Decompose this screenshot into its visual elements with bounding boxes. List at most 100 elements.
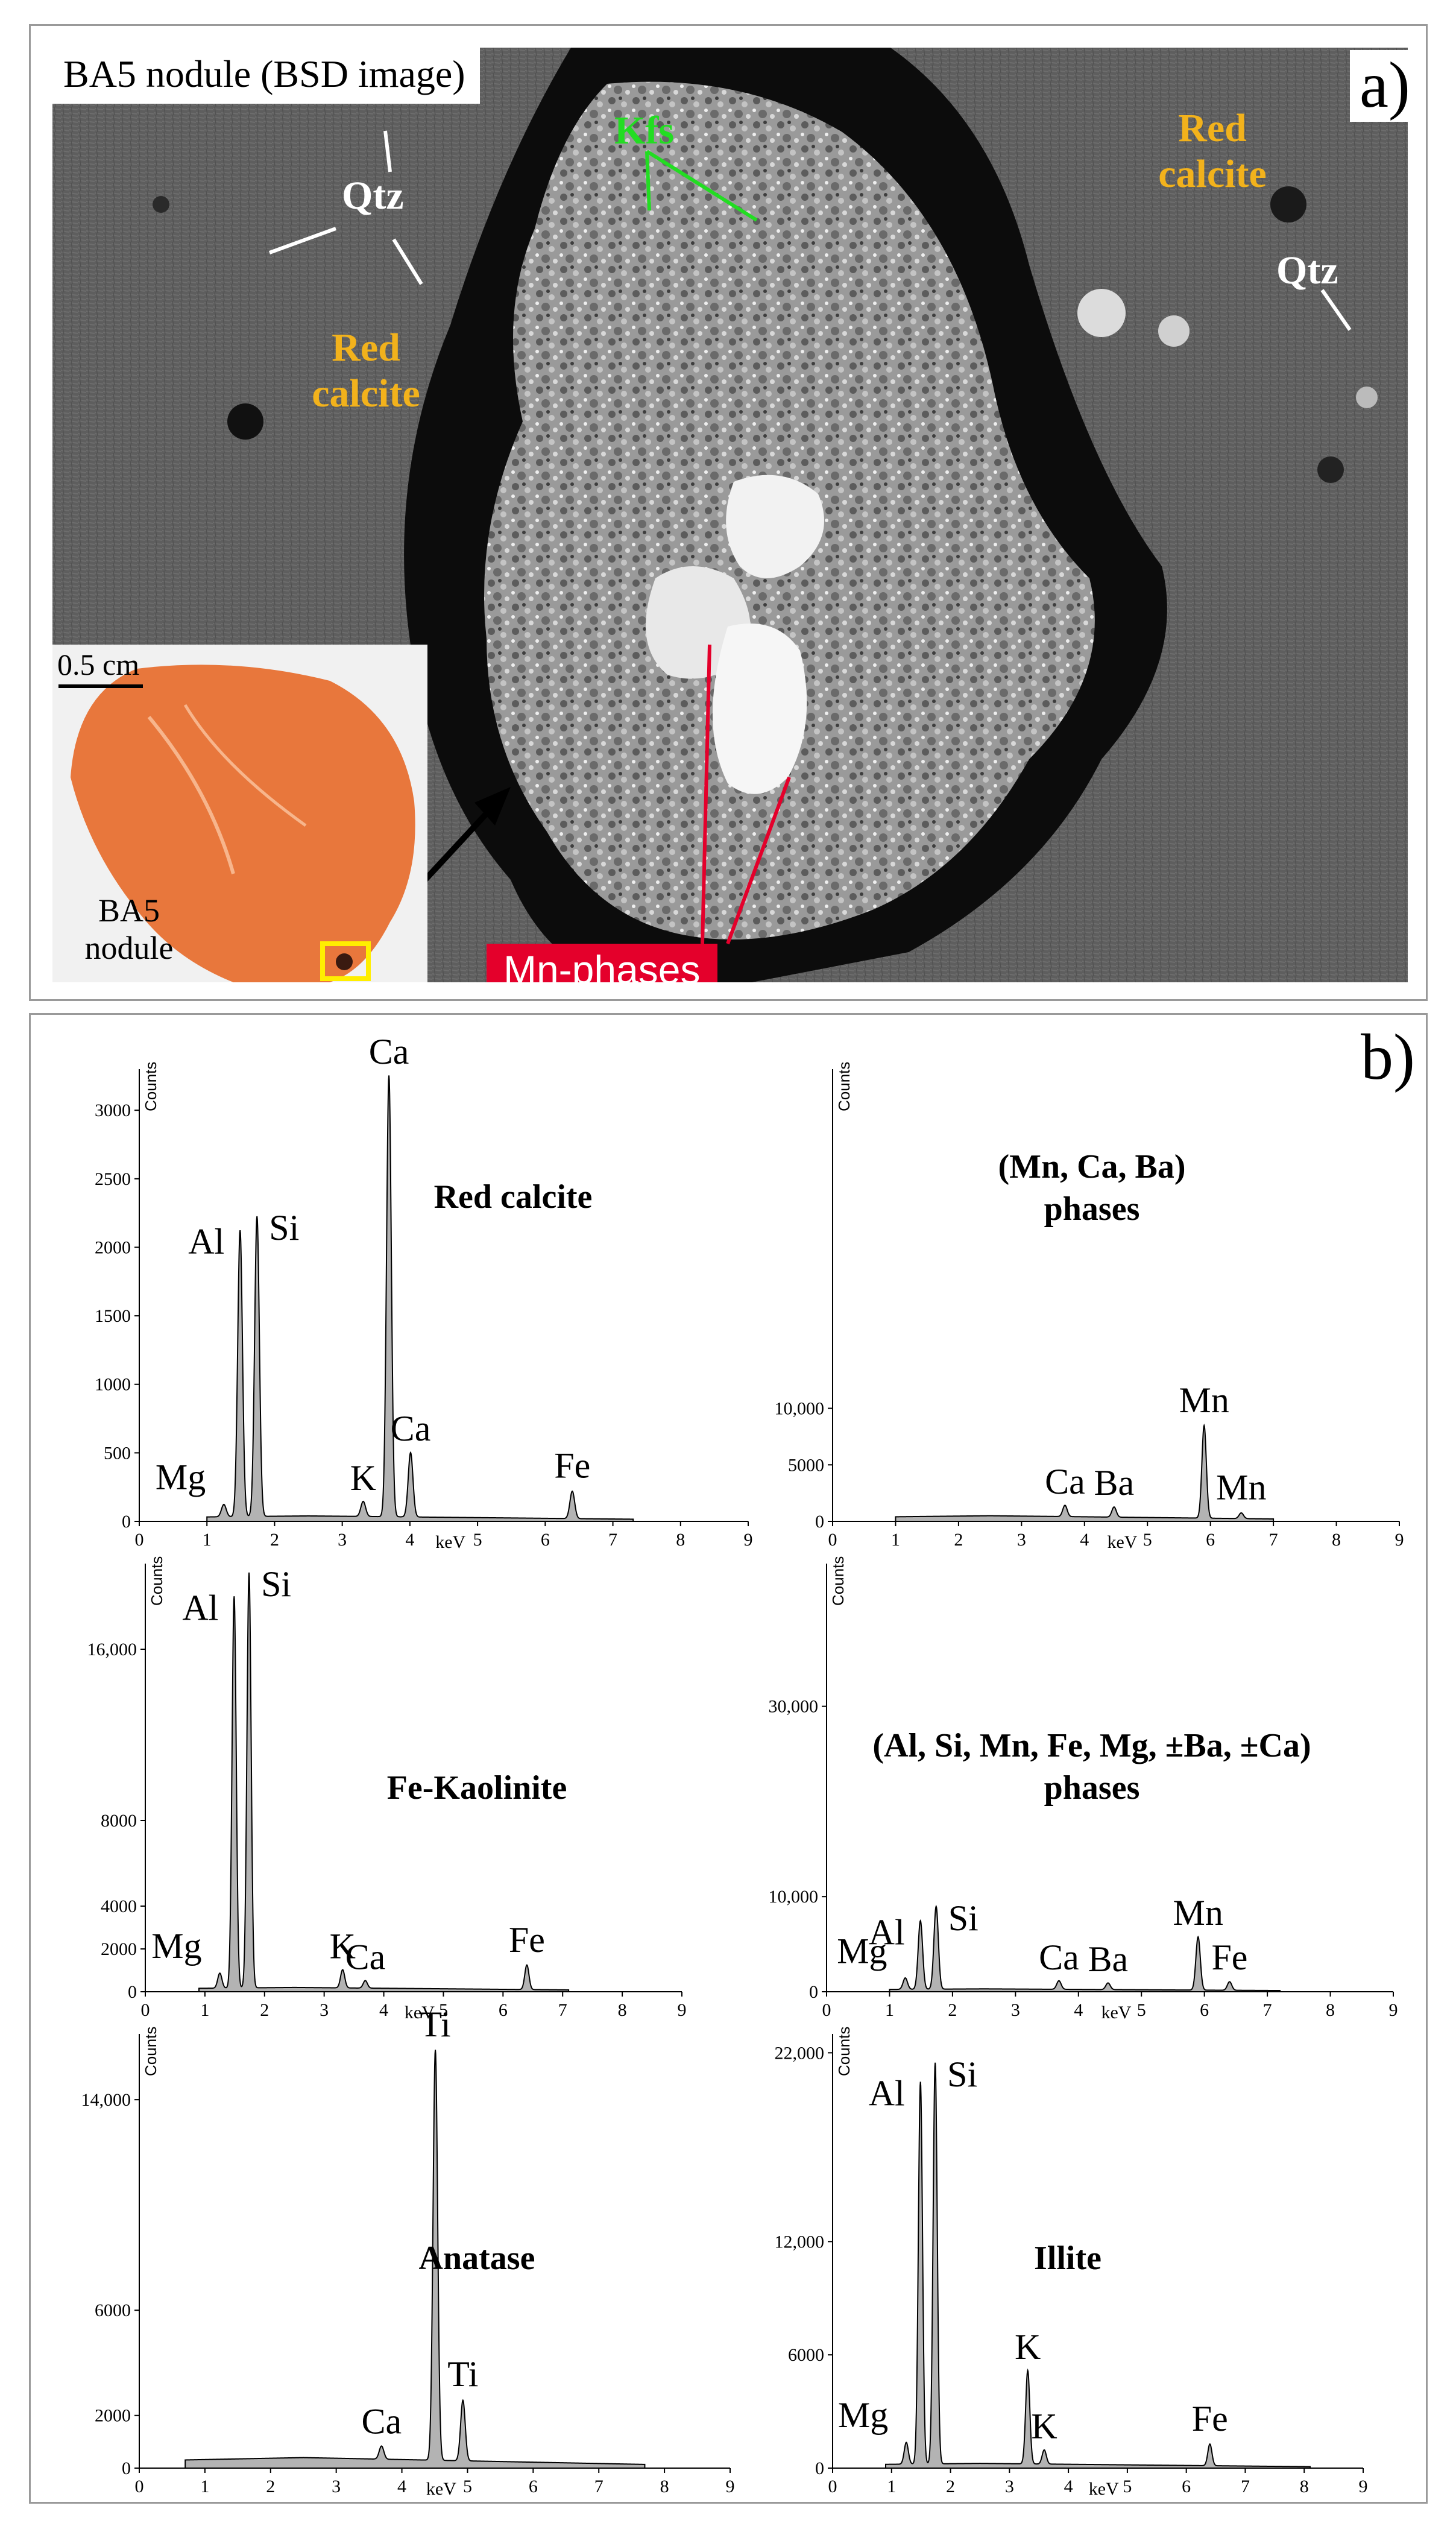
spectrum-svg: 0 1 2 3 4 5 6 7 8 9 keV 0 6000 12,000 22,000 Counts Mg Al…: [775, 2027, 1368, 2499]
peak-label: K: [1031, 2407, 1057, 2446]
peak-label: Al: [182, 1588, 218, 1628]
peak-label: K: [330, 1927, 356, 1966]
y-tick-label: 500: [104, 1443, 131, 1463]
spectrum-illite: 0 1 2 3 4 5 6 7 8 9 keV 0 6000 12,000 22,000 Counts Mg Al…: [754, 2016, 1429, 2499]
qtz-pointer: [392, 238, 423, 285]
y-axis-label: Counts: [142, 1062, 160, 1111]
spectrum-area: [184, 2050, 646, 2469]
y-tick-label: 2000: [95, 1237, 131, 1257]
x-tick-label: 7: [1263, 2000, 1272, 2020]
x-axis-label: keV: [405, 2003, 435, 2022]
y-tick-label: 2000: [95, 2406, 131, 2426]
x-tick-label: 1: [887, 2477, 896, 2496]
peak-label: Si: [947, 2054, 977, 2094]
x-tick-label: 9: [1389, 2000, 1398, 2020]
peak-label: Mg: [838, 2395, 888, 2435]
x-tick-label: 5: [1123, 2477, 1132, 2496]
y-tick-label: 10,000: [775, 1399, 825, 1419]
peak-label: Mn: [1216, 1467, 1266, 1507]
peak-label: Mg: [837, 1931, 887, 1971]
spectrum-area: [198, 1572, 570, 1992]
qtz-pointer: [383, 130, 392, 172]
x-tick-label: 3: [320, 2000, 329, 2020]
x-tick-label: 3: [1011, 2000, 1020, 2020]
spectrum-svg: 0 1 2 3 4 5 6 7 8 9 keV 0 2000 4000 8000 16,000 Counts Mg…: [87, 1556, 687, 2022]
x-tick-label: 0: [141, 2000, 150, 2020]
spectrum-area: [206, 1075, 634, 1522]
peak-label: Mn: [1179, 1380, 1229, 1420]
x-tick-label: 2: [266, 2477, 275, 2496]
x-tick-label: 3: [332, 2477, 341, 2496]
peak-label: Ca: [369, 1032, 409, 1072]
x-tick-label: 6: [529, 2477, 538, 2496]
mineral-name: phases: [1044, 1769, 1140, 1807]
x-tick-label: 5: [473, 1530, 482, 1550]
qtz-pointer: [1320, 289, 1352, 331]
y-tick-label: 2500: [95, 1169, 131, 1189]
nodule-photo-inset: 0.5 cm BA5 nodule: [52, 645, 427, 982]
x-tick-label: 6: [1182, 2477, 1191, 2496]
mineral-name: Red calcite: [434, 1178, 593, 1216]
scale-bar: [58, 684, 143, 688]
kfs-pointer: [645, 151, 651, 211]
x-tick-label: 6: [1200, 2000, 1209, 2020]
x-tick-label: 7: [1269, 1530, 1278, 1550]
peak-label: Fe: [1211, 1937, 1247, 1977]
x-tick-label: 7: [608, 1530, 617, 1550]
x-tick-label: 5: [439, 2000, 448, 2020]
bsd-title: BA5 nodule (BSD image): [52, 48, 480, 104]
peak-label: Ba: [1088, 1939, 1129, 1979]
peak-label: Mg: [156, 1457, 206, 1497]
y-tick-label: 0: [809, 1982, 818, 2002]
peak-label: Ca: [361, 2402, 402, 2442]
nodule-photo: [52, 645, 427, 982]
spectrum-area: [895, 1423, 1275, 1522]
inset-arrowhead: [474, 787, 511, 826]
y-tick-label: 6000: [95, 2300, 131, 2320]
x-tick-label: 2: [946, 2477, 955, 2496]
peak-label: Ba: [1094, 1463, 1135, 1503]
x-tick-label: 1: [891, 1530, 900, 1550]
x-tick-label: 7: [1241, 2477, 1250, 2496]
x-tick-label: 4: [1064, 2477, 1073, 2496]
x-axis-label: keV: [1101, 2003, 1131, 2022]
x-tick-label: 2: [948, 2000, 957, 2020]
peak-label: Ca: [1039, 1937, 1079, 1977]
spectrum-svg: 0 1 2 3 4 5 6 7 8 9 keV 0 5000 10,000 Counts Ca Ba Mn Mn (M…: [775, 1062, 1404, 1552]
x-tick-label: 4: [1080, 1530, 1089, 1550]
x-tick-label: 1: [200, 2000, 209, 2020]
mineral-name: (Al, Si, Mn, Fe, Mg, ±Ba, ±Ca): [872, 1727, 1311, 1764]
y-tick-label: 4000: [101, 1896, 137, 1916]
panel-a: BA5 nodule (BSD image) Kfs Qtz Qtz Red c…: [29, 24, 1428, 1001]
scale-bar-label: 0.5 cm: [57, 648, 140, 681]
spectrum-area: [885, 2062, 1311, 2469]
y-axis-label: Counts: [142, 2027, 160, 2076]
x-tick-label: 1: [200, 2477, 209, 2496]
peak-label: Ca: [391, 1409, 431, 1448]
x-tick-label: 0: [828, 1530, 837, 1550]
y-tick-label: 16,000: [87, 1640, 137, 1659]
y-tick-label: 0: [122, 2458, 131, 2478]
y-axis-label: Counts: [148, 1556, 166, 1606]
x-tick-label: 0: [828, 2477, 837, 2496]
peak-label: Fe: [554, 1445, 590, 1485]
x-tick-label: 6: [499, 2000, 508, 2020]
y-tick-label: 0: [122, 1512, 131, 1532]
spectrum-al-si-mn: 0 1 2 3 4 5 6 7 8 9 keV 0 10,000 30,000 Counts Mg Al Si Ca…: [754, 1546, 1429, 2022]
panel-b-letter: b): [1351, 1021, 1425, 1094]
x-tick-label: 8: [1326, 2000, 1335, 2020]
x-tick-label: 2: [954, 1530, 963, 1550]
x-tick-label: 6: [1206, 1530, 1215, 1550]
y-tick-label: 22,000: [775, 2043, 825, 2063]
y-tick-label: 6000: [788, 2345, 824, 2365]
x-axis-label: keV: [435, 1532, 465, 1552]
mineral-name: Anatase: [419, 2240, 535, 2277]
peak-label: Al: [188, 1222, 224, 1261]
peak-label: Al: [869, 2073, 905, 2113]
x-tick-label: 7: [594, 2477, 604, 2496]
bsd-image-art: [52, 48, 1408, 982]
spectrum-svg: 0 1 2 3 4 5 6 7 8 9 keV 0 2000 6000 14,000 Counts Ca Ti Ti…: [81, 2004, 735, 2499]
y-tick-label: 0: [815, 2458, 824, 2478]
peak-label: Fe: [509, 1920, 545, 1960]
